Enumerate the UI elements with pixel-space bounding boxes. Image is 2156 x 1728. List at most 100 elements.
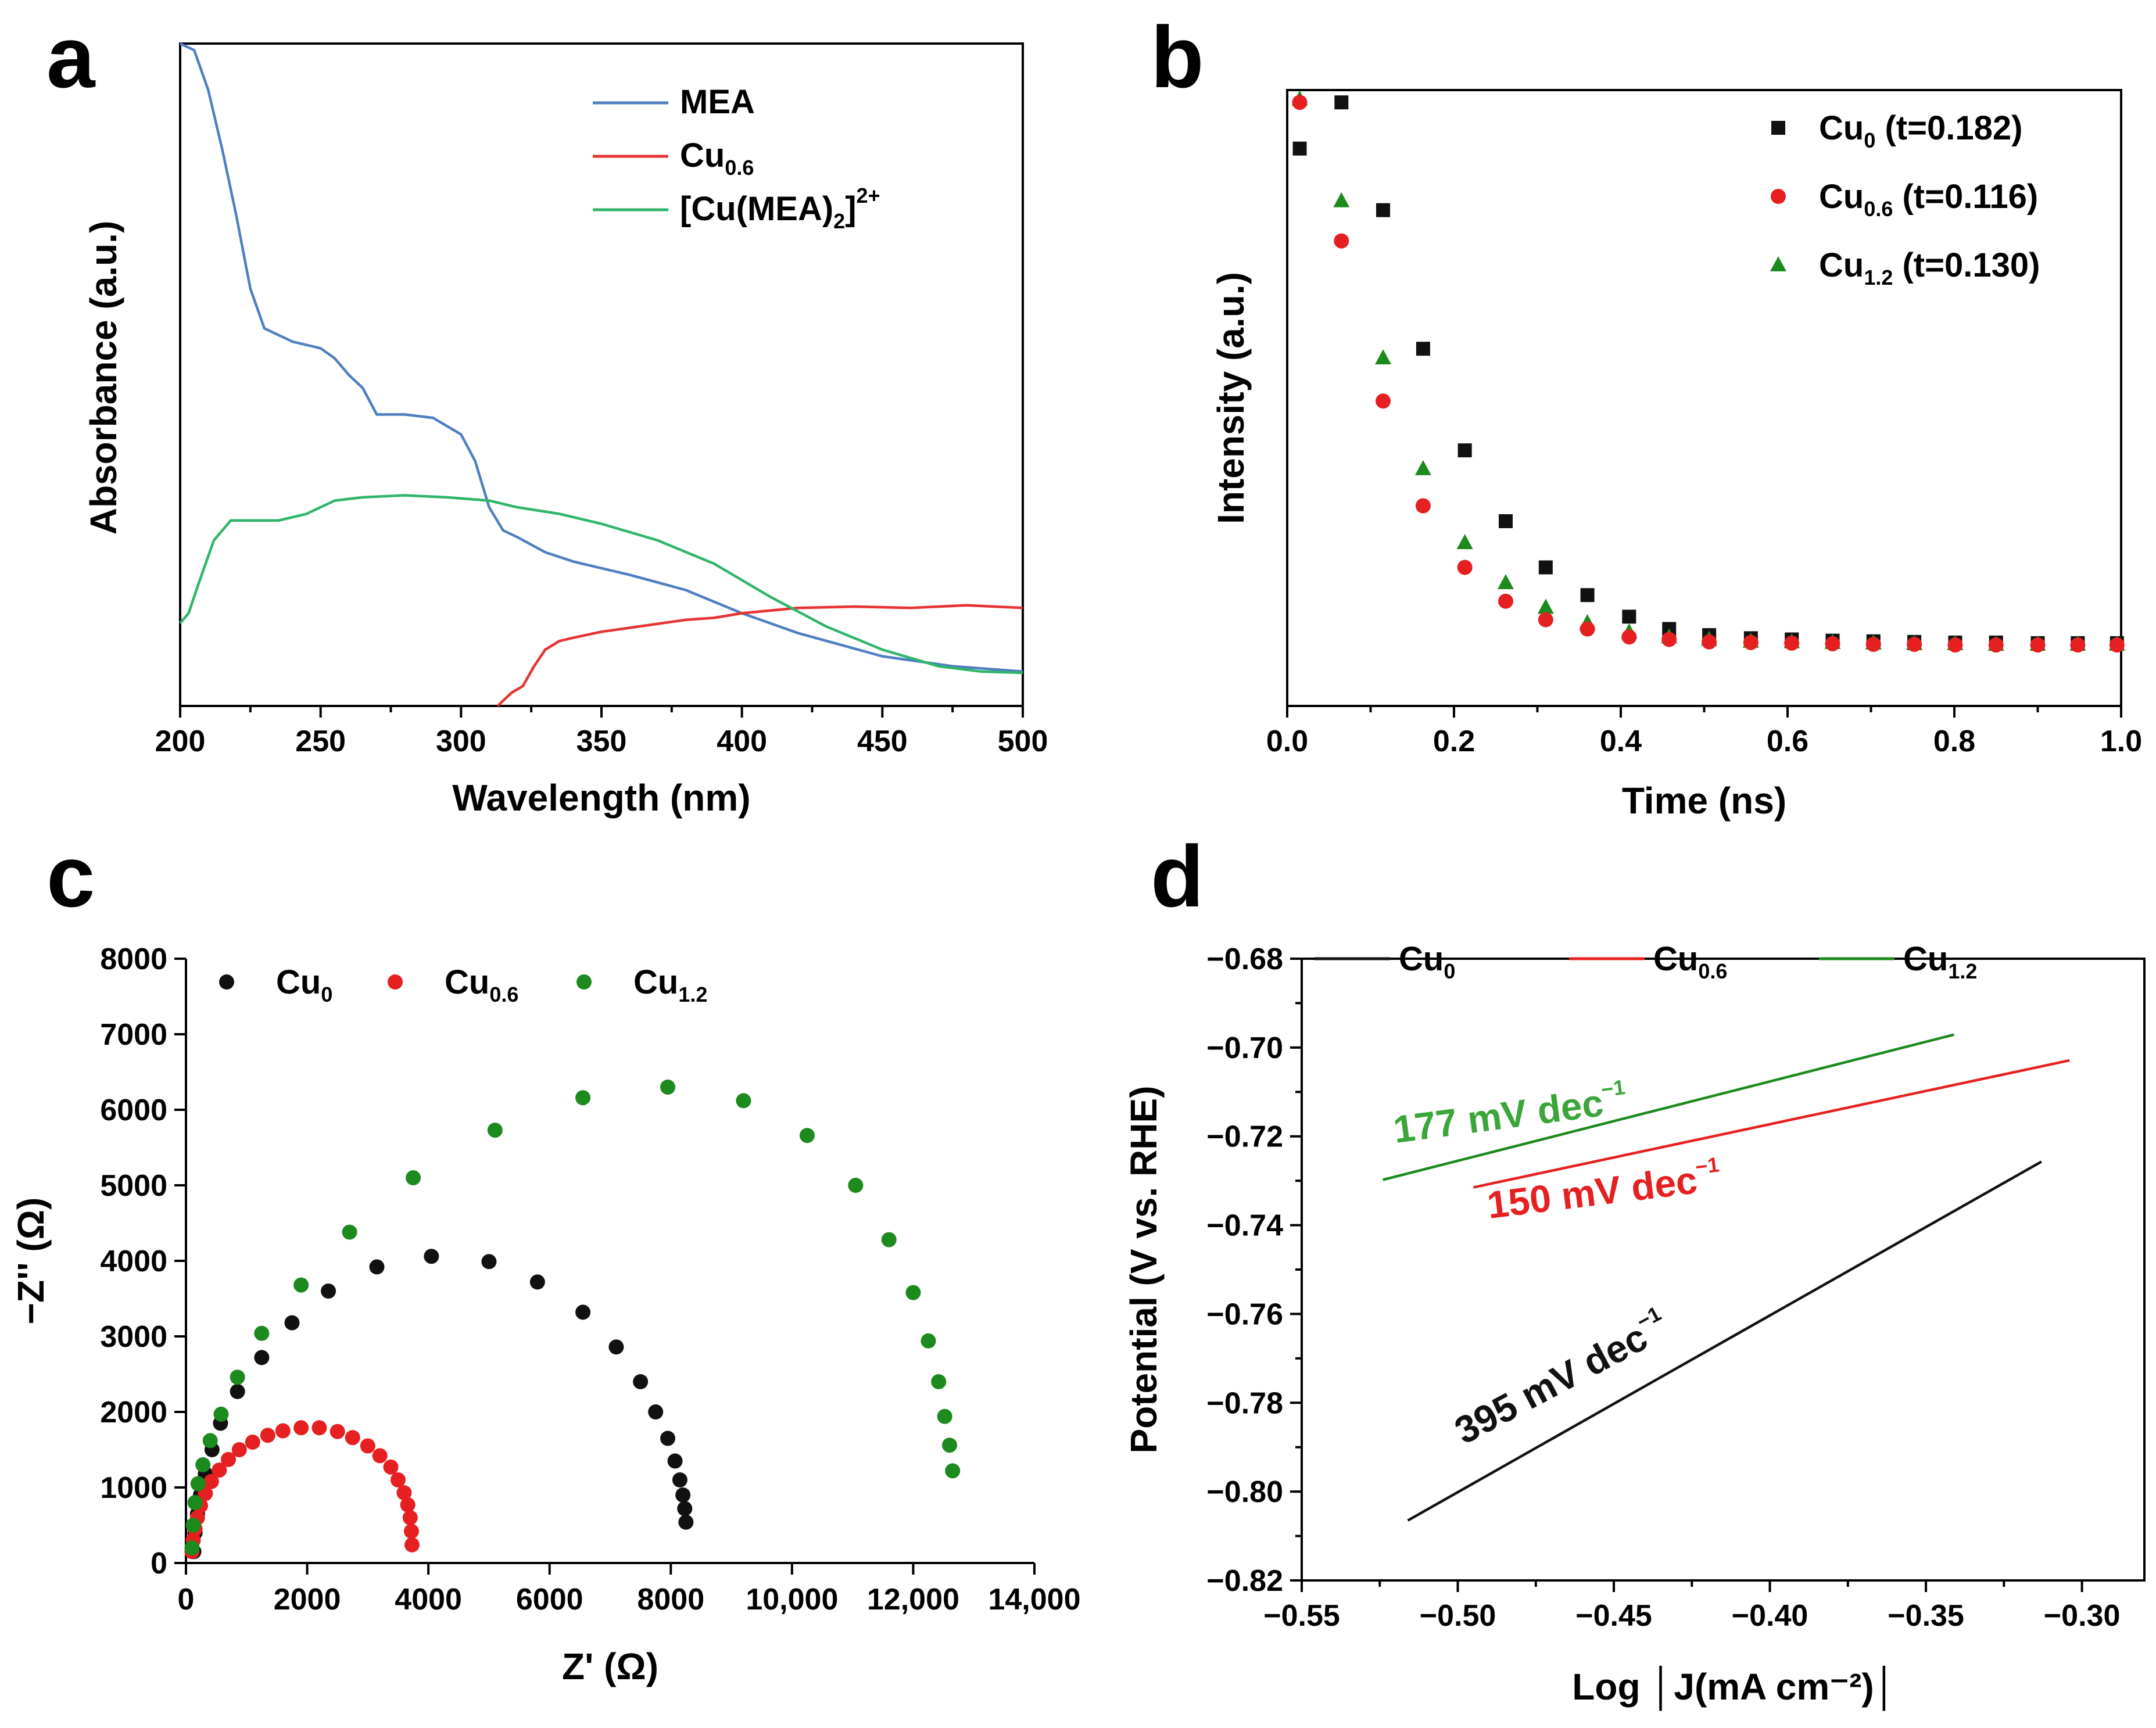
legend-label-bracket: ] (845, 190, 856, 228)
panel-b-data-point (1865, 637, 1881, 652)
panel-d-plot-frame (1301, 958, 2146, 1582)
legend-label-main: Cu (1819, 178, 1864, 216)
panel-b-data-point (1376, 203, 1391, 217)
panel-c-data-point (187, 1495, 203, 1510)
panel-a-series-line-2 (179, 494, 1023, 675)
panel-d-x-tick-label: −0.55 (1263, 1599, 1340, 1633)
panel-d-fit-line-1 (1473, 1059, 2070, 1189)
panel-c-data-point (245, 1435, 260, 1450)
panel-label-b: b (1151, 8, 1204, 106)
panel-c-data-point (937, 1408, 952, 1424)
panel-c-data-point (293, 1277, 309, 1293)
legend-label-main: MEA (680, 83, 755, 121)
panel-c-data-point (678, 1514, 694, 1530)
panel-a-x-tick-label: 200 (155, 725, 206, 758)
panel-c-data-point (660, 1080, 676, 1095)
panel-d-y-axis-title: Potential (V vs. RHE) (1123, 1086, 1165, 1454)
panel-b-data-point (1580, 588, 1595, 603)
panel-c-y-tick-label: 0 (151, 1547, 167, 1580)
panel-d-y-tick-label: −0.70 (1206, 1031, 1283, 1065)
panel-b-data-point (1907, 637, 1922, 652)
panel-c-data-point (608, 1339, 624, 1355)
panel-d-fit-line-0 (1407, 1160, 2042, 1522)
panel-b-legend-marker (1771, 121, 1785, 135)
panel-c-legend-marker (219, 974, 234, 990)
panel-d-y-tick-label: −0.78 (1206, 1386, 1283, 1420)
legend-label-main: Cu (633, 963, 678, 1001)
panel-a-series-line-1 (496, 604, 1023, 707)
chart-panel-c: 0 2000 4000 6000 8000 10,000 12,000 14,000 0 1000… (10, 942, 1081, 1687)
panel-c-legend-label: Cu0.6 (445, 963, 518, 1006)
panel-c-y-tick-label: 4000 (100, 1245, 167, 1278)
legend-label-subscript: 0 (1444, 959, 1455, 983)
panel-c-y-tick-label: 3000 (100, 1320, 167, 1354)
panel-a-x-axis-title: Wavelength (nm) (452, 777, 750, 819)
panel-c-data-point (360, 1438, 375, 1454)
panel-d-y-tick-label: −0.74 (1206, 1209, 1283, 1243)
legend-label-subscript: 0 (1864, 128, 1875, 152)
panel-c-data-point (260, 1428, 275, 1443)
slope-annotation-unit-exponent: −1 (1694, 1152, 1721, 1179)
panel-b-data-point (1622, 610, 1636, 624)
slope-annotation-value: 395 mV dec (1448, 1315, 1654, 1452)
panel-c-data-point (203, 1474, 219, 1489)
panel-c-data-point (481, 1254, 497, 1270)
panel-label-a: a (46, 8, 96, 106)
panel-c-data-point (230, 1383, 245, 1399)
panel-c-data-point (487, 1123, 503, 1138)
panel-b-data-point (1334, 95, 1349, 110)
panel-c-legend-label: Cu1.2 (633, 963, 707, 1006)
panel-b-data-point (1784, 635, 1800, 651)
panel-c-data-point (190, 1476, 206, 1492)
panel-c-data-point (342, 1224, 357, 1240)
panel-d-y-tick-label: −0.76 (1206, 1297, 1283, 1331)
legend-label-subscript: 0 (321, 983, 332, 1006)
panel-c-data-point (231, 1442, 247, 1457)
panel-c-data-point (921, 1333, 936, 1349)
panel-c-data-point (575, 1090, 591, 1106)
panel-c-data-point (931, 1374, 947, 1389)
panel-c-data-point (848, 1178, 864, 1193)
panel-b-legend-label: Cu0 (t=0.182) (1819, 109, 2022, 152)
chart-panel-b: 0.0 0.2 0.4 0.6 0.8 1.0 Time (ns) Intensity (a.… (1210, 89, 2142, 822)
panel-b-x-tick-label: 0.6 (1767, 725, 1808, 758)
panel-b-x-axis-title: Time (ns) (1622, 780, 1786, 822)
legend-label-subscript: 0.6 (1864, 197, 1893, 221)
panel-d-x-tick-label: −0.40 (1732, 1599, 1808, 1633)
panel-b-data-point (1538, 560, 1553, 575)
panel-b-data-point (1456, 534, 1473, 550)
legend-label-rest: (t=0.130) (1893, 246, 2040, 284)
panel-c-y-tick-label: 7000 (100, 1018, 167, 1052)
panel-c-data-point (391, 1472, 406, 1487)
panel-c-x-tick-label: 2000 (274, 1583, 341, 1616)
slope-annotation-value: 150 mV dec (1485, 1158, 1700, 1227)
panel-c-data-point (905, 1285, 921, 1300)
legend-label-main: Cu (1653, 940, 1698, 978)
panel-c-data-point (221, 1451, 236, 1467)
panel-b-data-point (1497, 574, 1514, 589)
panel-b-legend-label: Cu0.6 (t=0.116) (1819, 178, 2038, 221)
panel-b-data-point (1334, 233, 1349, 249)
panel-c-y-tick-label: 6000 (100, 1094, 167, 1127)
panel-c-data-point (195, 1457, 211, 1472)
panel-c-data-point (212, 1462, 227, 1478)
legend-label-main: Cu (680, 137, 725, 174)
panel-d-fit-line-2 (1383, 1033, 1954, 1181)
panel-b-data-point (1292, 141, 1307, 156)
slope-annotation-value: 177 mV dec (1391, 1081, 1606, 1151)
panel-c-y-axis-title: −Z'' (Ω) (10, 1198, 52, 1325)
panel-c-data-point (275, 1423, 291, 1439)
legend-label-subscript: 0.6 (489, 983, 518, 1006)
panel-a-x-tick-label: 400 (717, 725, 767, 758)
panel-c-data-point (942, 1437, 957, 1453)
panel-b-legend-marker (1771, 189, 1786, 204)
panel-b-data-point (1457, 560, 1473, 575)
legend-label-main: Cu (1819, 109, 1864, 147)
legend-label-main: Cu (276, 963, 321, 1001)
panel-c-data-point (675, 1487, 691, 1503)
panel-b-data-point (1825, 636, 1840, 651)
panel-c-x-axis-title: Z' (Ω) (562, 1645, 658, 1687)
panel-label-c: c (46, 827, 95, 925)
panel-b-x-tick-label: 0.4 (1600, 725, 1642, 758)
